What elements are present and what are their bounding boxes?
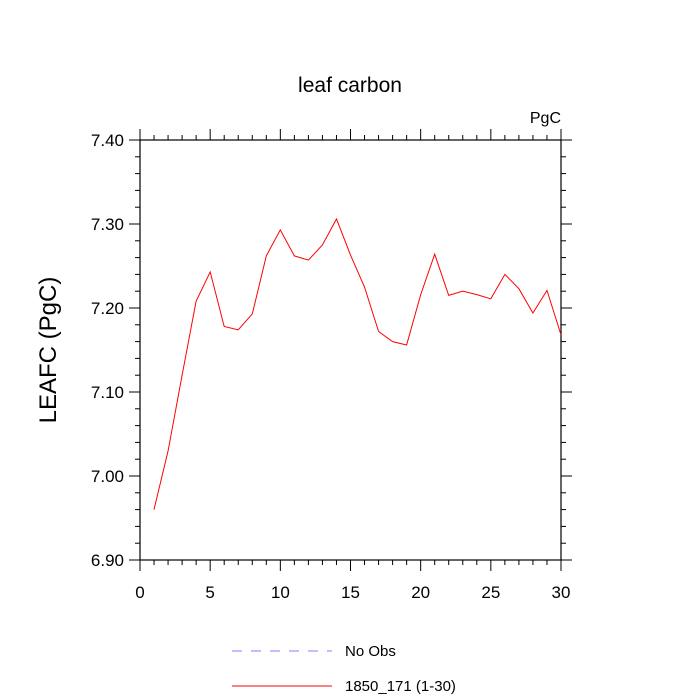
x-tick-label: 10 <box>271 583 290 602</box>
x-tick-label: 0 <box>135 583 144 602</box>
x-tick-label: 20 <box>411 583 430 602</box>
y-tick-label: 7.10 <box>91 383 124 402</box>
units-label: PgC <box>530 110 561 127</box>
legend-label-2: 1850_171 (1-30) <box>345 678 456 695</box>
y-tick-label: 7.40 <box>91 131 124 150</box>
y-tick-label: 7.20 <box>91 299 124 318</box>
x-tick-label: 15 <box>341 583 360 602</box>
y-tick-label: 7.00 <box>91 467 124 486</box>
x-tick-label: 25 <box>481 583 500 602</box>
y-tick-label: 7.30 <box>91 215 124 234</box>
plot-axes: 0 5 10 15 20 25 30 6.90 7.00 7.10 7.20 7.30 7.40 <box>91 129 572 602</box>
y-tick-label: 6.90 <box>91 551 124 570</box>
legend-label-1: No Obs <box>345 643 396 660</box>
series-line <box>153 217 562 510</box>
legend: No Obs 1850_171 (1-30) <box>232 643 456 695</box>
x-tick-label: 5 <box>205 583 214 602</box>
chart-title: leaf carbon <box>298 74 402 97</box>
plot-frame <box>139 139 562 561</box>
y-axis-label: LEAFC (PgC) <box>35 277 62 424</box>
x-tick-label: 30 <box>552 583 571 602</box>
series-layer <box>153 217 562 510</box>
